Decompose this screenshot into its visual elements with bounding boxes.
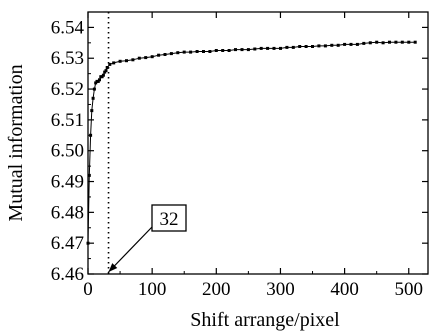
x-tick-label: 100 (138, 279, 167, 300)
y-axis-tick-labels: 6.46 6.47 6.48 6.49 6.50 6.51 6.52 6.53 6.54 (51, 17, 85, 285)
y-tick-label: 6.51 (51, 110, 84, 131)
data-point (91, 96, 95, 100)
data-point (182, 50, 186, 54)
y-axis-ticks (88, 26, 428, 275)
data-point (195, 50, 199, 53)
series-line (87, 41, 416, 244)
data-point (125, 59, 128, 63)
data-point (202, 50, 205, 53)
x-axis-ticks (87, 12, 410, 274)
data-point (176, 51, 180, 55)
data-point (349, 42, 353, 46)
y-tick-label: 6.52 (51, 79, 84, 100)
data-point (221, 49, 225, 52)
data-point (413, 40, 417, 44)
data-point (118, 59, 122, 63)
data-point (87, 173, 91, 177)
data-point (259, 46, 263, 50)
data-point (304, 45, 308, 48)
x-axis-tick-labels: 0 100 200 300 400 500 (83, 279, 423, 300)
y-tick-label: 6.49 (51, 172, 84, 193)
data-point (157, 53, 161, 57)
y-axis-title: Mutual information (5, 64, 27, 221)
data-point (144, 56, 148, 60)
data-point (208, 50, 212, 53)
data-point (394, 40, 398, 44)
y-tick-label: 6.46 (51, 264, 84, 285)
data-point (169, 52, 173, 56)
data-point (98, 78, 101, 82)
y-tick-label: 6.48 (51, 202, 84, 223)
plot-frame (87, 11, 429, 275)
annotation: 32 (108, 204, 187, 273)
data-point (234, 48, 237, 52)
series-points (86, 40, 417, 245)
data-point (330, 43, 334, 47)
data-point (368, 41, 372, 45)
data-point (355, 42, 359, 46)
data-point (189, 50, 193, 54)
data-point (90, 109, 94, 113)
data-point (266, 46, 270, 50)
x-tick-label: 300 (266, 279, 295, 300)
y-tick-label: 6.50 (51, 141, 84, 162)
x-tick-label: 400 (330, 279, 359, 300)
data-point (137, 56, 141, 60)
data-point (240, 48, 244, 52)
data-point (336, 43, 340, 47)
data-point (400, 40, 404, 44)
data-point (163, 53, 167, 56)
data-point (104, 69, 108, 73)
data-point (311, 45, 314, 48)
data-point (272, 46, 276, 50)
data-point (89, 133, 93, 137)
data-point (285, 45, 289, 49)
data-point (92, 87, 96, 91)
data-point (86, 241, 90, 245)
data-point (150, 55, 154, 59)
data-point (246, 48, 250, 52)
x-axis-title: Shift arrange/pixel (190, 309, 340, 331)
data-point (279, 46, 282, 50)
data-point (131, 58, 135, 62)
data-point (323, 44, 327, 48)
data-point (112, 61, 116, 65)
annotation-box (151, 204, 187, 232)
x-tick-label: 200 (202, 279, 231, 300)
data-point (317, 44, 321, 48)
y-tick-label: 6.53 (51, 48, 84, 69)
annotation-arrowhead (108, 263, 118, 272)
data-point (227, 49, 231, 52)
data-point (253, 47, 257, 51)
data-point (381, 41, 385, 45)
annotation-arrow (108, 226, 153, 273)
data-point (343, 42, 347, 46)
y-tick-label: 6.47 (51, 233, 84, 254)
data-point (388, 40, 391, 44)
annotation-label: 32 (160, 209, 179, 230)
data-point (375, 40, 379, 44)
x-tick-label: 0 (83, 279, 93, 300)
x-tick-label: 500 (395, 279, 424, 300)
data-point (96, 79, 100, 83)
data-point (291, 45, 295, 49)
data-point (407, 40, 411, 44)
data-point (214, 49, 218, 52)
data-point (108, 62, 112, 66)
data-point (298, 45, 302, 48)
data-point (101, 73, 105, 77)
data-point (105, 66, 109, 69)
data-point (362, 41, 366, 45)
y-tick-label: 6.54 (51, 17, 85, 38)
